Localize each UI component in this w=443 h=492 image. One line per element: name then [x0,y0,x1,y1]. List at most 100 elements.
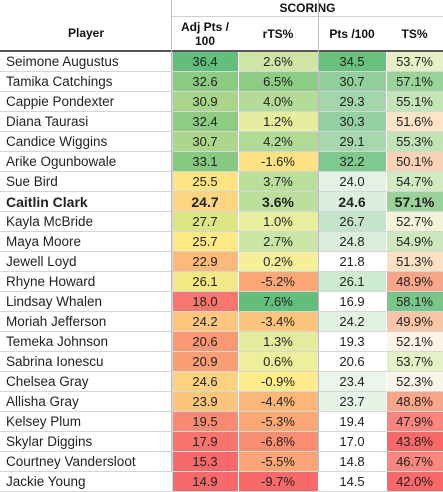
column-header-ts: TS% [386,16,443,52]
pts-cell: 24.2 [318,311,387,332]
rts-cell: -6.8% [238,431,319,452]
player-name-cell: Diana Taurasi [0,111,173,132]
table-row: Sabrina Ionescu 20.9 0.6% 20.6 53.7% [0,351,443,372]
table-row: Jackie Young 14.9 -9.7% 14.5 42.0% [0,471,443,492]
ts-cell: 52.7% [386,211,443,232]
player-name-cell: Caitlin Clark [0,191,173,212]
player-name-cell: Skylar Diggins [0,431,173,452]
player-name-cell: Sue Bird [0,171,173,192]
adj-pts-cell: 27.7 [172,211,239,232]
pts-cell: 30.3 [318,111,387,132]
column-header-player: Player [0,16,172,52]
ts-cell: 57.1% [386,191,443,212]
player-name-cell: Jackie Young [0,471,173,492]
player-name-cell: Candice Wiggins [0,131,173,152]
table-row: Rhyne Howard 26.1 -5.2% 26.1 48.9% [0,271,443,292]
table-row: Arike Ogunbowale 33.1 -1.6% 32.2 50.1% [0,151,443,172]
adj-pts-cell: 32.4 [172,111,239,132]
player-name-cell: Allisha Gray [0,391,173,412]
player-name-cell: Temeka Johnson [0,331,173,352]
pts-cell: 23.4 [318,371,387,392]
rts-cell: 0.6% [238,351,319,372]
adj-pts-cell: 36.4 [172,51,239,72]
player-name-cell: Kelsey Plum [0,411,173,432]
column-divider [171,0,172,472]
rts-cell: 2.6% [238,51,319,72]
rts-cell: 0.2% [238,251,319,272]
ts-cell: 50.1% [386,151,443,172]
player-name-cell: Kayla McBride [0,211,173,232]
adj-pts-cell: 20.6 [172,331,239,352]
table-row: Courtney Vandersloot 15.3 -5.5% 14.8 46.7% [0,451,443,472]
player-name-cell: Lindsay Whalen [0,291,173,312]
ts-cell: 42.0% [386,471,443,492]
rts-cell: -0.9% [238,371,319,392]
column-header-pts: Pts /100 [318,16,386,52]
table-row: Jewell Loyd 22.9 0.2% 21.8 51.3% [0,251,443,272]
pts-cell: 19.4 [318,411,387,432]
rts-cell: 3.7% [238,171,319,192]
table-row: Allisha Gray 23.9 -4.4% 23.7 48.8% [0,391,443,412]
pts-cell: 30.7 [318,71,387,92]
pts-cell: 32.2 [318,151,387,172]
rts-cell: -4.4% [238,391,319,412]
ts-cell: 55.3% [386,131,443,152]
ts-cell: 51.6% [386,111,443,132]
adj-pts-cell: 17.9 [172,431,239,452]
group-header-scoring: SCORING [172,0,443,17]
rts-cell: 1.3% [238,331,319,352]
ts-cell: 55.1% [386,91,443,112]
pts-cell: 29.3 [318,91,387,112]
pts-cell: 21.8 [318,251,387,272]
rts-cell: -9.7% [238,471,319,492]
table-row: Chelsea Gray 24.6 -0.9% 23.4 52.3% [0,371,443,392]
group-header-row: SCORING [0,0,443,17]
pts-cell: 24.8 [318,231,387,252]
rts-cell: -5.2% [238,271,319,292]
ts-cell: 48.9% [386,271,443,292]
rts-cell: 1.0% [238,211,319,232]
ts-cell: 52.1% [386,331,443,352]
ts-cell: 52.3% [386,371,443,392]
table-row: Sue Bird 25.5 3.7% 24.0 54.7% [0,171,443,192]
adj-pts-cell: 26.1 [172,271,239,292]
table-row: Seimone Augustus 36.4 2.6% 34.5 53.7% [0,51,443,72]
ts-cell: 46.7% [386,451,443,472]
ts-cell: 54.9% [386,231,443,252]
adj-pts-cell: 25.7 [172,231,239,252]
player-name-cell: Sabrina Ionescu [0,351,173,372]
pts-cell: 14.8 [318,451,387,472]
group-header-blank [0,0,172,17]
column-divider [318,0,319,472]
player-name-cell: Cappie Pondexter [0,91,173,112]
adj-pts-cell: 19.5 [172,411,239,432]
rts-cell: 6.5% [238,71,319,92]
ts-cell: 53.7% [386,351,443,372]
table-row: Cappie Pondexter 30.9 4.0% 29.3 55.1% [0,91,443,112]
rts-cell: 3.6% [238,191,319,212]
rts-cell: 7.6% [238,291,319,312]
table-row: Candice Wiggins 30.7 4.2% 29.1 55.3% [0,131,443,152]
player-name-cell: Jewell Loyd [0,251,173,272]
adj-pts-cell: 14.9 [172,471,239,492]
table-row: Skylar Diggins 17.9 -6.8% 17.0 43.8% [0,431,443,452]
table-row: Lindsay Whalen 18.0 7.6% 16.9 58.1% [0,291,443,312]
pts-cell: 16.9 [318,291,387,312]
rts-cell: 1.2% [238,111,319,132]
pts-cell: 24.6 [318,191,387,212]
pts-cell: 29.1 [318,131,387,152]
adj-pts-cell: 20.9 [172,351,239,372]
pts-cell: 19.3 [318,331,387,352]
player-name-cell: Maya Moore [0,231,173,252]
pts-cell: 34.5 [318,51,387,72]
table-row: Diana Taurasi 32.4 1.2% 30.3 51.6% [0,111,443,132]
table-row: Moriah Jefferson 24.2 -3.4% 24.2 49.9% [0,311,443,332]
pts-cell: 26.7 [318,211,387,232]
rts-cell: -3.4% [238,311,319,332]
ts-cell: 54.7% [386,171,443,192]
rts-cell: 4.0% [238,91,319,112]
pts-cell: 26.1 [318,271,387,292]
column-header-rts: rTS% [238,16,318,52]
